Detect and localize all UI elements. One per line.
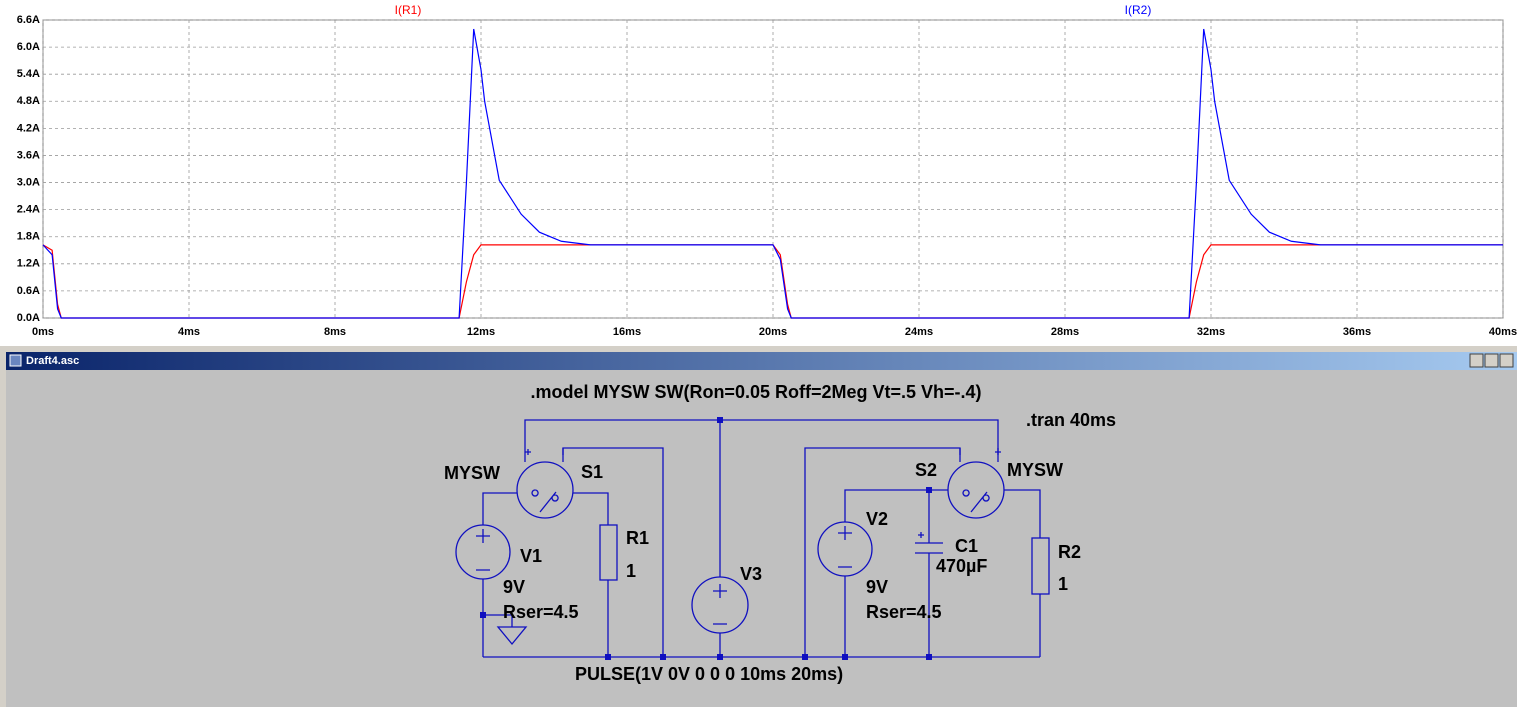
r2-value: 1: [1058, 574, 1068, 594]
x-tick-label: 24ms: [905, 326, 933, 338]
y-tick-label: 1.2A: [17, 258, 40, 270]
v2-value: 9V: [866, 577, 888, 597]
splitter: [0, 346, 1517, 352]
x-tick-label: 40ms: [1489, 326, 1517, 338]
y-tick-label: 5.4A: [17, 68, 40, 80]
r1-name: R1: [626, 528, 649, 548]
v1-value: 9V: [503, 577, 525, 597]
y-tick-label: 3.0A: [17, 176, 40, 188]
s1-name: S1: [581, 462, 603, 482]
window-icon: [9, 354, 22, 367]
r2-name: R2: [1058, 542, 1081, 562]
x-tick-label: 32ms: [1197, 326, 1225, 338]
x-tick-label: 36ms: [1343, 326, 1371, 338]
v2-name: V2: [866, 509, 888, 529]
c1-name: C1: [955, 536, 978, 556]
s2-name: S2: [915, 460, 937, 480]
window-edge: [0, 352, 6, 707]
v1-rser: Rser=4.5: [503, 602, 579, 622]
v2-rser: Rser=4.5: [866, 602, 942, 622]
legend-label: I(R1): [395, 3, 422, 17]
y-tick-label: 4.8A: [17, 95, 40, 107]
y-tick-label: 4.2A: [17, 122, 40, 134]
y-tick-label: 0.0A: [17, 312, 40, 324]
series-line: [42, 28, 1503, 319]
v1-name: V1: [520, 546, 542, 566]
x-tick-label: 12ms: [467, 326, 495, 338]
y-tick-label: 6.0A: [17, 41, 40, 53]
window-title: Draft4.asc: [26, 355, 79, 367]
y-tick-label: 6.6A: [17, 14, 40, 26]
x-tick-label: 16ms: [613, 326, 641, 338]
legend-label: I(R2): [1125, 3, 1152, 17]
x-tick-label: 20ms: [759, 326, 787, 338]
title-bar: [6, 352, 1517, 370]
plot: 0.0A 0.6A 1.2A 1.8A 2.4A 3.0A 3.6A 4.2A 4.8A 5.4A…: [17, 3, 1517, 338]
minimize-button[interactable]: [1469, 353, 1484, 368]
tran-directive: .tran 40ms: [1026, 410, 1116, 430]
maximize-button[interactable]: [1499, 353, 1514, 368]
v3-value: PULSE(1V 0V 0 0 0 10ms 20ms): [575, 664, 843, 684]
y-tick-label: 2.4A: [17, 204, 40, 216]
y-tick-label: 1.8A: [17, 231, 40, 243]
s1-model: MYSW: [444, 463, 500, 483]
c1-value: 470µF: [936, 556, 987, 576]
wires: [455, 417, 1050, 660]
r1-value: 1: [626, 561, 636, 581]
restore-button[interactable]: [1484, 353, 1499, 368]
x-tick-label: 28ms: [1051, 326, 1079, 338]
y-tick-label: 3.6A: [17, 149, 40, 161]
x-tick-label: 0ms: [32, 326, 54, 338]
y-tick-label: 0.6A: [17, 285, 40, 297]
model-directive: .model MYSW SW(Ron=0.05 Roff=2Meg Vt=.5 …: [530, 382, 981, 402]
s2-model: MYSW: [1007, 460, 1063, 480]
x-tick-label: 8ms: [324, 326, 346, 338]
x-tick-label: 4ms: [178, 326, 200, 338]
schematic-canvas: [6, 370, 1517, 707]
v3-name: V3: [740, 564, 762, 584]
